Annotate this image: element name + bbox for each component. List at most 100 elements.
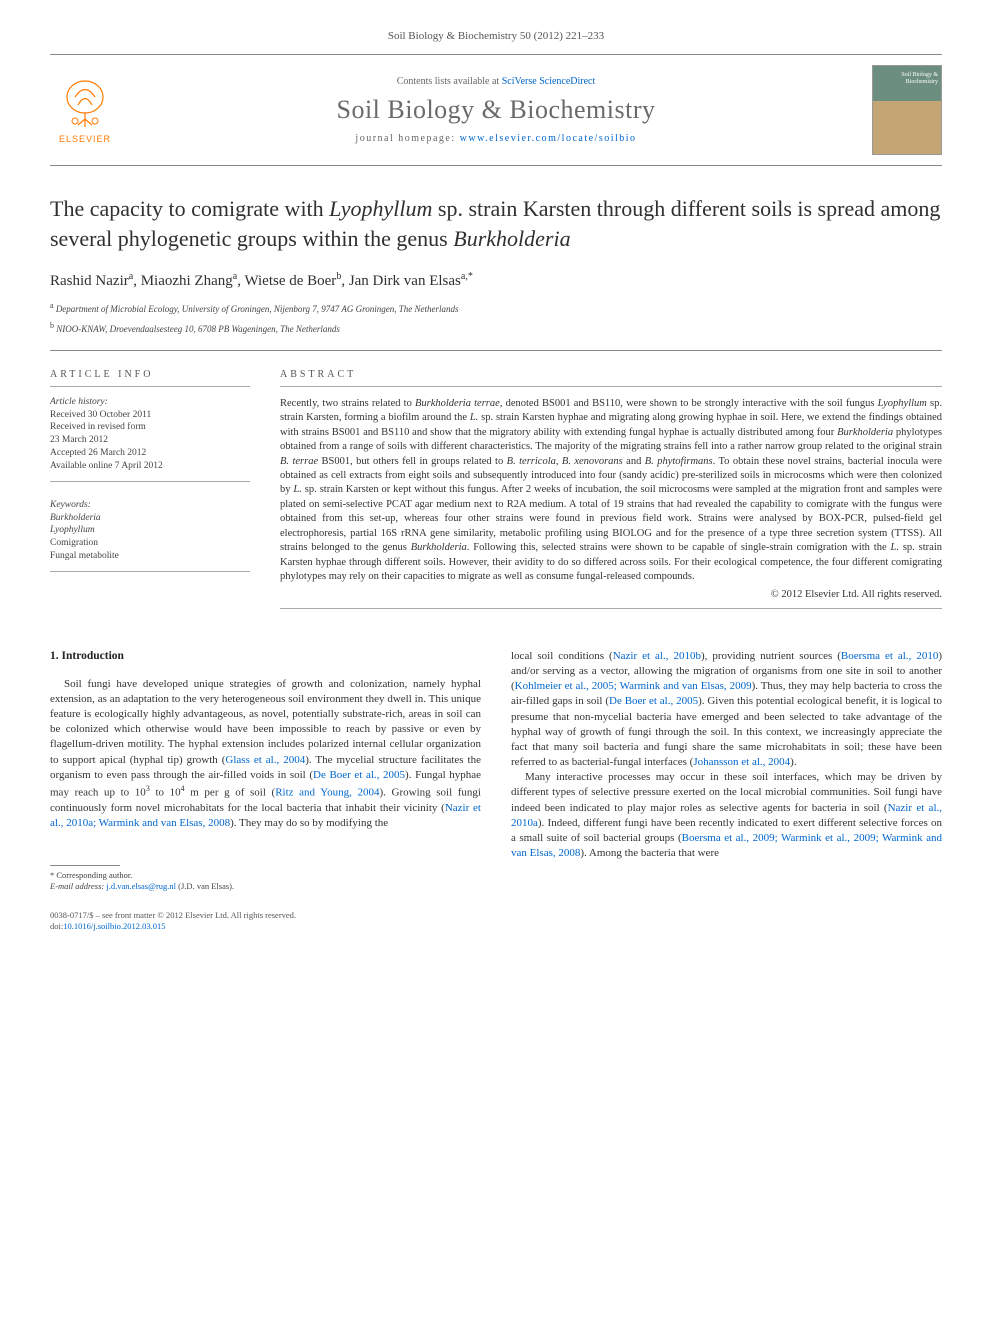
history-revised-2: 23 March 2012 (50, 434, 250, 447)
text-run: m per g of soil ( (185, 787, 276, 799)
journal-cover-thumbnail[interactable]: Soil Biology & Biochemistry (872, 65, 942, 155)
body-para-1: Soil fungi have developed unique strateg… (50, 677, 481, 831)
author-1-aff: a (129, 271, 133, 282)
affiliation-a: a Department of Microbial Ecology, Unive… (50, 300, 942, 316)
doi-link[interactable]: 10.1016/j.soilbio.2012.03.015 (63, 921, 165, 931)
citation-link[interactable]: Nazir et al., 2010b (613, 650, 701, 662)
affiliation-a-text: Department of Microbial Ecology, Univers… (56, 304, 459, 314)
italic-run: L. (890, 542, 898, 553)
article-info-block: ARTICLE INFO Article history: Received 3… (50, 369, 250, 609)
title-part-1: The capacity to comigrate with (50, 196, 329, 221)
text-run: . Following this, selected strains were … (467, 542, 891, 553)
corresponding-email-link[interactable]: j.d.van.elsas@rug.nl (106, 881, 176, 891)
italic-run: B. terrae (280, 456, 318, 467)
doi-line: doi:10.1016/j.soilbio.2012.03.015 (50, 921, 481, 932)
citation-link[interactable]: De Boer et al., 2005 (609, 695, 698, 707)
elsevier-logo[interactable]: ELSEVIER (50, 70, 120, 150)
footnote-area: * Corresponding author. E-mail address: … (50, 859, 481, 892)
article-info-heading: ARTICLE INFO (50, 369, 250, 387)
email-label: E-mail address: (50, 881, 106, 891)
author-3: Wietse de Boer (244, 273, 336, 289)
keyword-4: Fungal metabolite (50, 550, 250, 563)
author-2: Miaozhi Zhang (141, 273, 233, 289)
text-run: , denoted BS001 and BS110, were shown to… (500, 398, 878, 409)
history-label: Article history: (50, 397, 250, 407)
body-para-3: Many interactive processes may occur in … (511, 770, 942, 861)
header-citation: Soil Biology & Biochemistry 50 (2012) 22… (50, 30, 942, 42)
text-run: BS001, but others fell in groups related… (318, 456, 507, 467)
author-4-corr: * (468, 271, 473, 282)
footnote-rule (50, 865, 120, 866)
copyright-line: © 2012 Elsevier Ltd. All rights reserved… (280, 589, 942, 600)
text-run: ). Among the bacteria that were (580, 847, 719, 859)
title-italic-1: Lyophyllum (329, 196, 432, 221)
affiliation-b-text: NIOO-KNAW, Droevendaalsesteeg 10, 6708 P… (56, 324, 340, 334)
citation-link[interactable]: Johansson et al., 2004 (693, 756, 790, 768)
text-run: ). They may do so by modifying the (230, 817, 388, 829)
italic-run: B. terricola (507, 456, 556, 467)
homepage-link[interactable]: www.elsevier.com/locate/soilbio (460, 133, 637, 144)
text-run: local soil conditions ( (511, 650, 613, 662)
body-column-left: 1. Introduction Soil fungi have develope… (50, 649, 481, 932)
keyword-2: Lyophyllum (50, 524, 250, 537)
text-run: and (623, 456, 645, 467)
affiliation-b: b NIOO-KNAW, Droevendaalsesteeg 10, 6708… (50, 320, 942, 336)
section-1-heading: 1. Introduction (50, 649, 481, 665)
italic-run: Burkholderia (411, 542, 467, 553)
article-title: The capacity to comigrate with Lyophyllu… (50, 194, 942, 253)
history-online: Available online 7 April 2012 (50, 460, 250, 473)
text-run: Recently, two strains related to (280, 398, 415, 409)
history-accepted: Accepted 26 March 2012 (50, 447, 250, 460)
italic-run: B. phytofirmans (645, 456, 713, 467)
keywords-label: Keywords: (50, 500, 250, 510)
author-2-aff: a (233, 271, 237, 282)
text-run: Soil fungi have developed unique strateg… (50, 678, 481, 766)
elsevier-wordmark: ELSEVIER (59, 134, 111, 144)
citation-link[interactable]: Ritz and Young, 2004 (275, 787, 379, 799)
doi-prefix: doi: (50, 921, 63, 931)
keyword-3: Comigration (50, 537, 250, 550)
journal-name: Soil Biology & Biochemistry (132, 95, 860, 125)
homepage-line: journal homepage: www.elsevier.com/locat… (132, 133, 860, 144)
body-para-2: local soil conditions (Nazir et al., 201… (511, 649, 942, 770)
email-line: E-mail address: j.d.van.elsas@rug.nl (J.… (50, 881, 481, 892)
abstract-block: ABSTRACT Recently, two strains related t… (280, 369, 942, 609)
homepage-prefix: journal homepage: (355, 133, 459, 144)
abstract-heading: ABSTRACT (280, 369, 942, 387)
contents-prefix: Contents lists available at (397, 76, 502, 87)
corresponding-author-label: * Corresponding author. (50, 870, 481, 881)
text-run: ). (790, 756, 796, 768)
body-column-right: local soil conditions (Nazir et al., 201… (511, 649, 942, 932)
citation-link[interactable]: Boersma et al., 2010 (841, 650, 938, 662)
journal-cover-label: Soil Biology & Biochemistry (873, 72, 938, 85)
text-run: ), providing nutrient sources ( (701, 650, 841, 662)
keywords-block: Keywords: Burkholderia Lyophyllum Comigr… (50, 500, 250, 572)
citation-link[interactable]: Kohlmeier et al., 2005; Warmink and van … (515, 680, 752, 692)
abstract-text: Recently, two strains related to Burkhol… (280, 397, 942, 585)
text-run: to 10 (150, 787, 181, 799)
title-italic-2: Burkholderia (453, 226, 570, 251)
text-run: Many interactive processes may occur in … (511, 771, 942, 813)
masthead: ELSEVIER Contents lists available at Sci… (50, 54, 942, 166)
italic-run: Lyophyllum (878, 398, 927, 409)
history-received: Received 30 October 2011 (50, 409, 250, 422)
sciencedirect-link[interactable]: SciVerse ScienceDirect (502, 76, 596, 87)
history-end-rule (50, 481, 250, 482)
masthead-center: Contents lists available at SciVerse Sci… (132, 76, 860, 144)
citation-link[interactable]: Glass et al., 2004 (225, 754, 305, 766)
citation-link[interactable]: De Boer et al., 2005 (313, 769, 405, 781)
authors-line: Rashid Nazira, Miaozhi Zhanga, Wietse de… (50, 271, 942, 290)
divider-rule (50, 350, 942, 351)
contents-available-line: Contents lists available at SciVerse Sci… (132, 76, 860, 87)
abstract-bottom-rule (280, 608, 942, 609)
italic-run: B. xenovorans (562, 456, 623, 467)
italic-run: Burkholderia (837, 427, 893, 438)
info-abstract-row: ARTICLE INFO Article history: Received 3… (50, 369, 942, 609)
author-3-aff: b (336, 271, 341, 282)
front-matter-line: 0038-0717/$ – see front matter © 2012 El… (50, 910, 481, 921)
italic-run: L. (293, 484, 301, 495)
italic-run: Burkholderia terrae (415, 398, 500, 409)
author-1: Rashid Nazir (50, 273, 129, 289)
elsevier-tree-icon (60, 77, 110, 132)
author-4: Jan Dirk van Elsas (349, 273, 461, 289)
